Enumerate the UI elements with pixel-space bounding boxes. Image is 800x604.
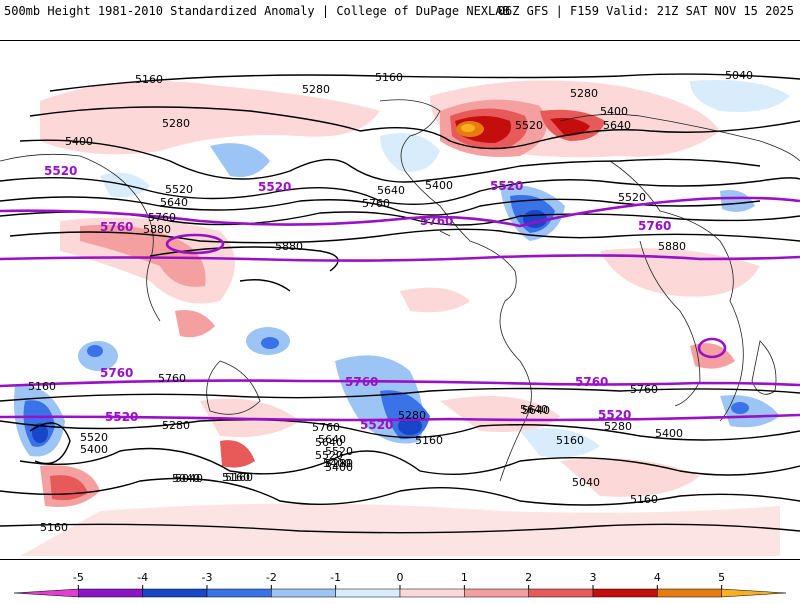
contour-label: 5760	[312, 421, 340, 434]
highlight-label: 5520	[44, 164, 77, 178]
colorbar-segment	[13, 588, 79, 598]
colorbar-segment	[657, 588, 722, 598]
highlight-label: 5520	[360, 418, 393, 432]
contour-label: 5280	[162, 419, 190, 432]
contour-label: 5160	[556, 434, 584, 447]
highlight-label: 5760	[100, 366, 133, 380]
contour-label: 5640	[160, 196, 188, 209]
contour-label: 5760	[362, 197, 390, 210]
contour-label: 5280	[162, 117, 190, 130]
contour-label: 5760	[158, 372, 186, 385]
highlight-label: 5760	[100, 220, 133, 234]
colorbar-segment	[592, 588, 658, 598]
contour-label: 5400	[80, 443, 108, 456]
contour-label: 5640	[315, 436, 343, 449]
colorbar-segment	[335, 588, 401, 598]
colorbar-segment	[721, 588, 787, 598]
colorbar-tick-label: -4	[137, 571, 148, 584]
contour-label: 5280	[570, 87, 598, 100]
contour-label: 5640	[603, 119, 631, 132]
contour-label: 5520	[80, 431, 108, 444]
contour-label: 5040	[172, 472, 200, 485]
contour-label: 5640	[522, 404, 550, 417]
contour-label: 5520	[315, 449, 343, 462]
colorbar-segment	[464, 588, 529, 598]
contour-label: 5400	[425, 179, 453, 192]
highlight-contours	[0, 196, 800, 422]
contour-label: 5400	[600, 105, 628, 118]
contour-label: 5280	[604, 420, 632, 433]
highlight-label: 5520	[105, 410, 138, 424]
anomaly-shading	[14, 80, 790, 556]
colorbar-tick-label: 5	[718, 571, 725, 584]
contour-label: 5160	[135, 73, 163, 86]
highlight-label: 5760	[420, 214, 453, 228]
map-svg: 5160 5160 5040 5280 5280 5280 5400 5400 …	[0, 41, 800, 559]
contour-label: 5160	[630, 493, 658, 506]
contour-label: 5520	[618, 191, 646, 204]
highlight-label: 5760	[345, 375, 378, 389]
contour-label: 5400	[65, 135, 93, 148]
contour-label: 5160	[40, 521, 68, 534]
contour-label: 5880	[275, 240, 303, 253]
colorbar-segment	[78, 588, 143, 598]
contour-label: 5520	[165, 183, 193, 196]
contour-label: 5760	[148, 211, 176, 224]
contour-label: 5880	[658, 240, 686, 253]
contour-label: 5520	[325, 445, 353, 458]
highlight-label: 5760	[575, 375, 608, 389]
contour-label: 5400	[655, 427, 683, 440]
contour-label: 5880	[143, 223, 171, 236]
height-contours	[0, 73, 800, 534]
colorbar-tick-label: 2	[525, 571, 532, 584]
anomaly-map: 5160 5160 5040 5280 5280 5280 5400 5400 …	[0, 40, 800, 560]
contour-label: 5160	[375, 71, 403, 84]
colorbar-segment	[399, 588, 465, 598]
contour-label: 5040	[572, 476, 600, 489]
colorbar-ticks: -5 -4 -3 -2 -1 0 1 2 3 4 5	[73, 571, 725, 589]
contour-label: 5400	[325, 461, 353, 474]
contour-label-layer: 5160 5160 5040 5280 5280 5280 5400 5400 …	[28, 69, 753, 534]
contour-label: 5520	[515, 119, 543, 132]
contour-label: 5760	[630, 383, 658, 396]
map-title: 500mb Height 1981-2010 Standardized Anom…	[4, 4, 510, 18]
contour-label: 5160	[28, 380, 56, 393]
colorbar-tick-label: 3	[590, 571, 597, 584]
contour-label: 5280	[302, 83, 330, 96]
colorbar-tick-label: 0	[397, 571, 404, 584]
contour-label: 5160	[222, 471, 250, 484]
contour-label: 5040	[725, 69, 753, 82]
colorbar-tick-label: -2	[266, 571, 277, 584]
contour-label: 5280	[398, 409, 426, 422]
contour-label: 5160	[415, 434, 443, 447]
contour-label: 5640	[377, 184, 405, 197]
colorbar-tick-label: -1	[330, 571, 341, 584]
colorbar-segments	[13, 588, 787, 598]
colorbar-segment	[271, 588, 336, 598]
run-info: 06Z GFS | F159 Valid: 21Z SAT NOV 15 202…	[497, 4, 794, 18]
highlight-label: 5520	[598, 408, 631, 422]
highlight-label-layer: 5520 5520 5520 5760 5760 5760 5760 5760 …	[44, 164, 671, 432]
contour-label: 5160	[225, 471, 253, 484]
colorbar-tick-label: 4	[654, 571, 661, 584]
contour-label: 5400	[323, 457, 351, 470]
highlight-label: 5760	[638, 219, 671, 233]
colorbar-tick-label: -3	[202, 571, 213, 584]
colorbar-svg: -5 -4 -3 -2 -1 0 1 2 3 4 5	[13, 571, 787, 598]
colorbar-segment	[528, 588, 594, 598]
colorbar-segment	[142, 588, 208, 598]
contour-label: 5040	[175, 472, 203, 485]
highlight-label: 5520	[490, 179, 523, 193]
colorbar-tick-label: -5	[73, 571, 84, 584]
contour-label: 5640	[520, 403, 548, 416]
anomaly-colorbar: -5 -4 -3 -2 -1 0 1 2 3 4 5	[0, 560, 800, 600]
highlight-label: 5520	[258, 180, 291, 194]
colorbar-segment	[206, 588, 272, 598]
contour-label: 5640	[318, 433, 346, 446]
contour-label: 5280	[325, 457, 353, 470]
colorbar-tick-label: 1	[461, 571, 468, 584]
